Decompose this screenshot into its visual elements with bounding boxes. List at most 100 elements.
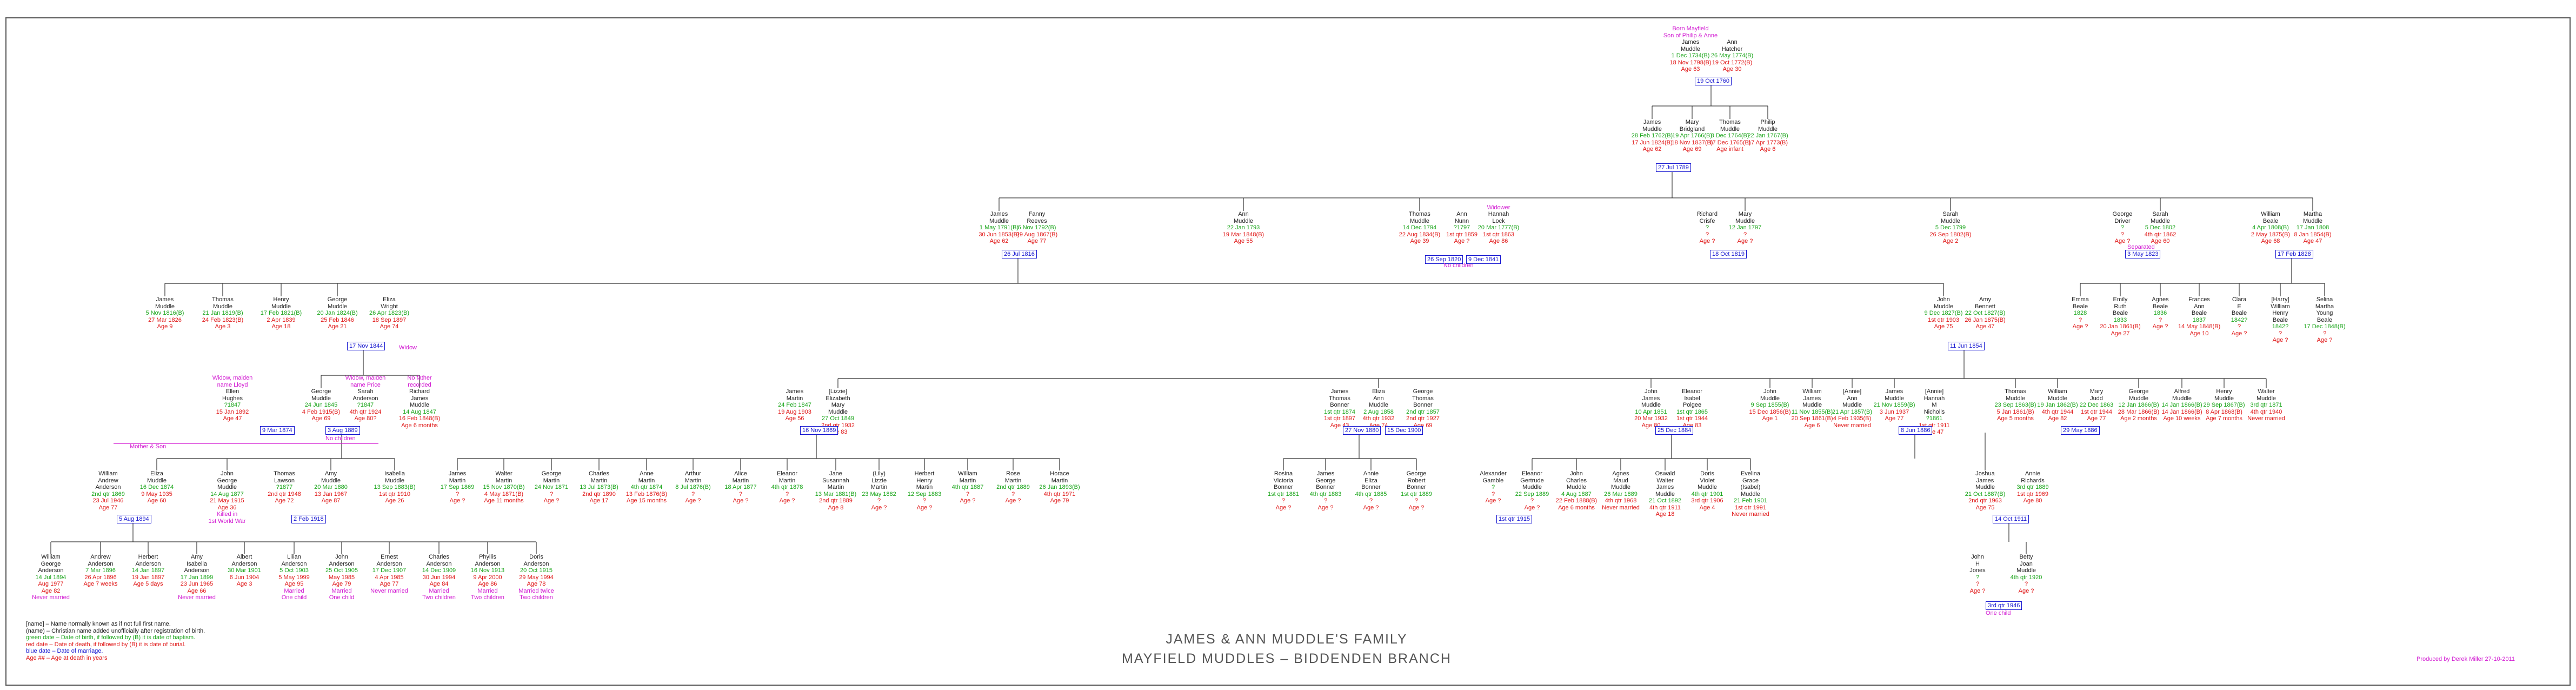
death-date: ? — [2024, 581, 2028, 587]
death-date: 15 Jan 1892 — [216, 408, 249, 415]
birth-date: 2nd qtr 1857 — [1406, 408, 1440, 415]
person-oswald5: Oswald Walter James Muddle 21 Oct 1892 4th qt… — [1633, 470, 1698, 518]
age-at-death: Age ? — [960, 497, 976, 504]
chart-subtitle: MAYFIELD MUDDLES – BIDDENDEN BRANCH — [1122, 651, 1452, 666]
note-no-children-thomas: No children — [1443, 262, 1474, 269]
death-date: 2nd qtr 1927 — [1406, 415, 1440, 422]
death-date: 19 Jan 1897 — [131, 574, 165, 581]
age-at-death: Never married — [2247, 415, 2285, 422]
person-horace5: Horace Martin 26 Jan 1893(B) 4th qtr 1971 Ag… — [1027, 470, 1092, 505]
chart-frame — [5, 17, 2571, 686]
birth-date: 23 Sep 1863(B) — [1994, 402, 2036, 408]
person-name: Alice Martin — [732, 470, 749, 484]
birth-date: 18 Apr 1877 — [724, 484, 757, 490]
birth-date: 21 Nov 1859(B) — [1873, 402, 1915, 408]
birth-date: 1842? — [2231, 316, 2248, 323]
person-sarah4: Widow, maiden name Price Sarah Anderson ?184… — [333, 375, 398, 422]
age-at-death: Age 10 weeks — [2163, 415, 2201, 422]
age-at-death: Age 84 — [429, 581, 449, 587]
death-date: 1st qtr 1910 — [378, 490, 411, 497]
age-at-death: Age 79 — [1050, 497, 1069, 504]
birth-date: 12 Jan 1797 — [1728, 224, 1762, 231]
birth-date: 1st qtr 1881 — [1267, 490, 1300, 497]
age-at-death: Age 77 — [2087, 415, 2106, 422]
death-date: 26 Apr 1896 — [84, 574, 117, 581]
person-georgerb5: George Robert Bonner 1st qtr 1889? Age ? — [1384, 470, 1449, 511]
death-date: 17 Apr 1773(B) — [1748, 139, 1788, 146]
person-name: Emma Beale — [2072, 296, 2089, 310]
person-emma3: Emma Beale 1828? Age ? — [2048, 296, 2113, 330]
death-date: 27 Mar 1826 — [148, 316, 182, 323]
person-james2: James Muddle 1 May 1791(B) 30 Jun 1853(B) Ag… — [967, 211, 1031, 245]
birth-date: 5 Oct 1903 — [279, 567, 309, 574]
birth-date: 1836 — [2153, 310, 2167, 316]
age-at-death: Age 74 — [380, 323, 399, 330]
marriage-box: 11 Jun 1854 — [1948, 342, 1985, 350]
death-date: 2nd qtr 1890 — [582, 490, 616, 497]
legend-item: red date – Date of death, if followed by… — [26, 641, 186, 648]
age-at-death: Age 79 — [332, 581, 351, 587]
legend-item: green date – Date of birth, if followed … — [26, 634, 196, 641]
marriage-box: 14 Oct 1911 — [1993, 515, 2029, 523]
person-john3: John Muddle 9 Dec 1827(B) 1st qtr 1903 Age 7… — [1911, 296, 1976, 330]
age-at-death: Age 80? — [354, 415, 377, 422]
person-joshua5: Joshua James Muddle 21 Oct 1887(B) 2nd qtr 1… — [1953, 470, 2018, 511]
person-george3: George Muddle 20 Jan 1824(B) 25 Feb 1846 Age… — [305, 296, 370, 330]
person-clara3: Clara E Beale 1842?? Age ? — [2207, 296, 2272, 337]
person-amy3: Amy Bennett 22 Oct 1827(B) 26 Jan 1875(B) Ag… — [1953, 296, 2018, 330]
person-name: Walter Martin — [495, 470, 512, 484]
marriage-box: 2 Feb 1918 — [291, 515, 326, 523]
person-herbert5: Herbert Henry Martin 12 Sep 1883? Age ? — [892, 470, 957, 511]
death-date: 18 Sep 1897 — [372, 316, 407, 323]
legend-item: [name] – Name normally known as if not f… — [26, 621, 171, 627]
death-date: 2nd qtr 1889 — [819, 497, 853, 504]
person-evelina5: Evelina Grace (Isabel) Muddle 21 Feb 1901 1st… — [1718, 470, 1783, 518]
age-at-death: Age ? — [685, 497, 701, 504]
death-date: 20 Jan 1861(B) — [2100, 323, 2141, 330]
person-james0: Born Mayfield Son of Philip & Anne James Mu… — [1658, 25, 1723, 73]
person-name: Sarah Muddle — [1940, 211, 1961, 224]
person-note: Married One child — [281, 587, 307, 601]
person-john6: John Anderson 25 Oct 1905 May 1985 Age 79 Mar… — [309, 554, 374, 601]
birth-date: 17 Sep 1869 — [440, 484, 475, 490]
death-date: 25 Feb 1846 — [321, 316, 354, 323]
person-william2: William Beale 4 Apr 1808(B) 2 May 1875(B) Ag… — [2238, 211, 2303, 245]
person-name: Sarah Anderson — [352, 388, 378, 402]
marriage-box: 17 Feb 1828 — [2275, 250, 2313, 258]
death-date: 2nd qtr 1948 — [268, 490, 301, 497]
age-at-death: Age 6 months — [401, 422, 438, 429]
age-at-death: Age 66 — [187, 587, 207, 594]
person-charles5: Charles Martin 13 Jul 1873(B) 2nd qtr 1890 A… — [567, 470, 631, 505]
person-phyllis6: Phyllis Anderson 16 Nov 1913 9 Apr 2000 Age … — [455, 554, 520, 601]
person-richard2: Richard Crisfe?? Age ? — [1675, 211, 1740, 245]
birth-date: 24 Feb 1847 — [778, 402, 811, 408]
age-at-death: Age 15 months — [627, 497, 667, 504]
age-at-death: Age 47 — [2303, 238, 2322, 244]
death-date: 4 Apr 1985 — [375, 574, 404, 581]
death-date: 29 Aug 1867(B) — [1016, 231, 1058, 238]
person-alexander5: Alexander Gamble?? Age ? — [1461, 470, 1526, 505]
person-philip1: Philip Muddle 22 Jan 1767(B) 17 Apr 1773(B)… — [1735, 119, 1800, 153]
person-james1: James Muddle 28 Feb 1762(B) 17 Jun 1824(B) A… — [1620, 119, 1685, 153]
person-name: [Annie] Ann Muddle — [1842, 388, 1862, 408]
person-name: Eleanor Martin — [777, 470, 797, 484]
age-at-death: Age 78 — [527, 581, 546, 587]
person-name: Henry Muddle — [271, 296, 291, 310]
birth-date: 20 Mar 1777(B) — [1477, 224, 1520, 231]
person-name: Thomas Muddle — [2005, 388, 2026, 402]
death-date: 2 May 1875(B) — [2251, 231, 2291, 238]
age-at-death: Age 75 — [1934, 323, 1953, 330]
death-date: 1st qtr 1859 — [1446, 231, 1478, 238]
birth-date: 14 Aug 1877 — [210, 490, 244, 497]
birth-date: 29 Sep 1867(B) — [2203, 402, 2245, 408]
age-at-death: Age ? — [1363, 504, 1379, 511]
birth-date: 21 Jan 1819(B) — [202, 310, 243, 316]
death-date: ? — [1414, 497, 1419, 504]
age-at-death: Age ? — [1005, 497, 1021, 504]
person-lizzie4: [Lizzie] Elizabeth Mary Muddle 27 Oct 1849 2n… — [806, 388, 870, 436]
person-name: Henry Muddle — [2214, 388, 2234, 402]
person-lilian6: Lilian Anderson 5 Oct 1903 5 May 1999 Age 95… — [262, 554, 327, 601]
age-at-death: Age 5 days — [133, 581, 163, 587]
person-hannah2: Widower Hannah Lock 20 Mar 1777(B) 1st qtr 1… — [1466, 204, 1531, 245]
person-name: Joshua James Muddle — [1975, 470, 1995, 490]
